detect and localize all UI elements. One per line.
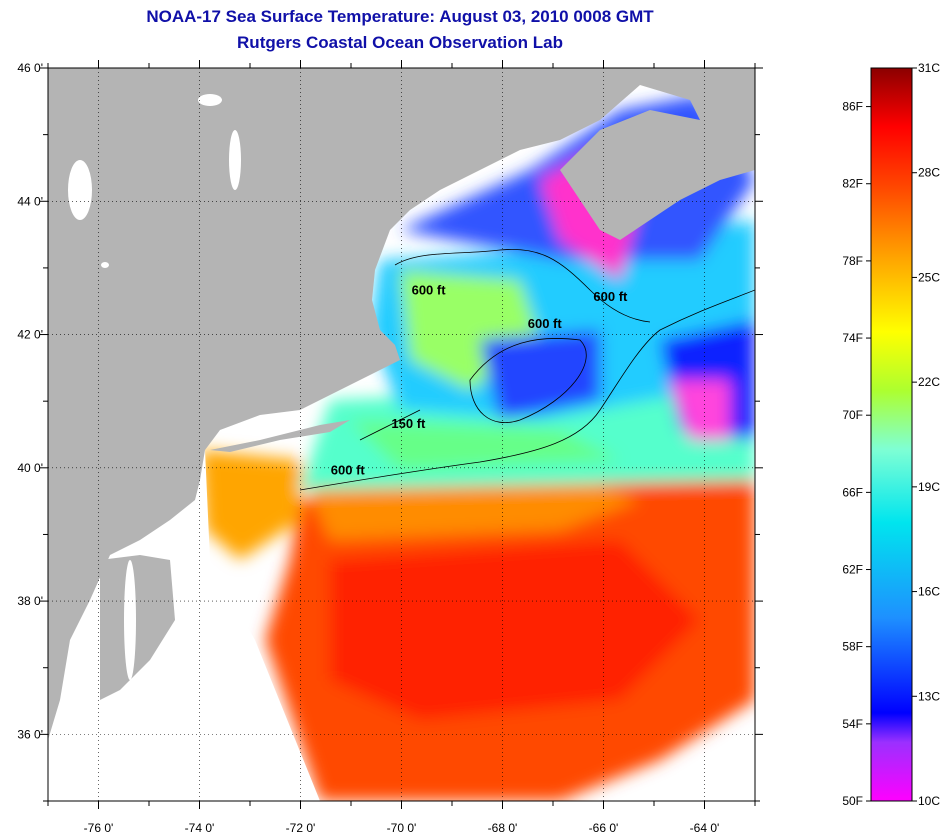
colorbar-ticks: 86F 82F 78F 74F 70F 66F 62F 58F 54F 50F 31C 28C 25C 2… — [842, 61, 940, 808]
colorbar-f-label: 86F — [842, 100, 863, 114]
map-title: NOAA-17 Sea Surface Temperature: August … — [146, 7, 654, 26]
colorbar-f-label: 82F — [842, 177, 863, 191]
colorbar-c-label: 22C — [918, 375, 940, 389]
lakes — [68, 94, 241, 680]
latitude-label: 46 0' — [17, 61, 43, 75]
land-long-island — [210, 420, 350, 452]
colorbar-c-label: 10C — [918, 794, 940, 808]
colorbar-c-label: 13C — [918, 689, 940, 703]
latitude-label: 42 0' — [17, 328, 43, 342]
colorbar-c-label: 16C — [918, 585, 940, 599]
axis-ticks — [40, 60, 763, 809]
latitude-label: 36 0' — [17, 727, 43, 741]
contour-label: 600 ft — [412, 283, 447, 298]
colorbar — [870, 67, 913, 802]
longitude-label: -72 0' — [286, 821, 316, 835]
colorbar-f-label: 54F — [842, 717, 863, 731]
colorbar-c-label: 28C — [918, 166, 940, 180]
latitude-label: 44 0' — [17, 194, 43, 208]
longitude-label: -76 0' — [84, 821, 114, 835]
latitude-labels: 46 0' 44 0' 42 0' 40 0' 38 0' 36 0' — [17, 61, 43, 741]
bathymetry-contours — [299, 248, 755, 491]
map-panel[interactable]: 600 ft 600 ft 600 ft 150 ft 600 ft — [48, 68, 755, 801]
contour-label: 150 ft — [391, 416, 426, 431]
colorbar-f-label: 78F — [842, 254, 863, 268]
longitude-label: -70 0' — [387, 821, 417, 835]
contour-label: 600 ft — [528, 316, 563, 331]
longitude-label: -64 0' — [690, 821, 720, 835]
land-nova-scotia — [560, 110, 755, 240]
land-mainland — [48, 68, 755, 740]
contour-labels: 600 ft 600 ft 600 ft 150 ft 600 ft — [331, 283, 628, 478]
longitude-labels: -76 0' -74 0' -72 0' -70 0' -68 0' -66 0' -64 … — [84, 821, 720, 835]
contour-label: 600 ft — [593, 289, 628, 304]
latitude-label: 40 0' — [17, 461, 43, 475]
colorbar-f-label: 58F — [842, 640, 863, 654]
colorbar-c-label: 25C — [918, 270, 940, 284]
longitude-label: -74 0' — [185, 821, 215, 835]
colorbar-c-label: 19C — [918, 480, 940, 494]
latitude-label: 38 0' — [17, 594, 43, 608]
colorbar-c-label: 31C — [918, 61, 940, 75]
colorbar-f-label: 66F — [842, 485, 863, 499]
colorbar-f-label: 74F — [842, 331, 863, 345]
longitude-label: -68 0' — [488, 821, 518, 835]
colorbar-f-label: 70F — [842, 408, 863, 422]
map-subtitle: Rutgers Coastal Ocean Observation Lab — [237, 33, 563, 52]
land-delmarva — [100, 555, 175, 700]
contour-label: 600 ft — [331, 462, 366, 477]
colorbar-f-label: 62F — [842, 563, 863, 577]
longitude-label: -66 0' — [589, 821, 619, 835]
colorbar-f-label: 50F — [842, 794, 863, 808]
